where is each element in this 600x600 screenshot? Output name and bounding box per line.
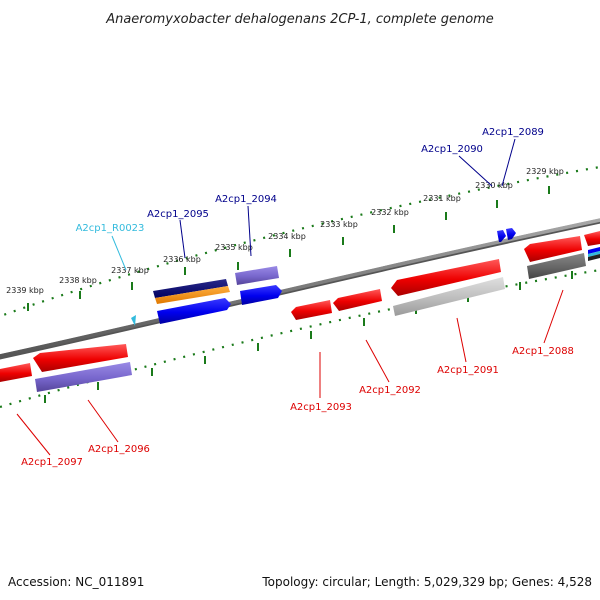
scale-label: 2333 kbp xyxy=(320,220,358,229)
outer-scale-ticks xyxy=(27,186,550,311)
gene-next-black[interactable] xyxy=(588,254,600,261)
gene-a2cp1-2097[interactable] xyxy=(0,363,32,382)
inner-scale-ticks xyxy=(44,271,573,403)
topology-summary: Topology: circular; Length: 5,029,329 bp… xyxy=(261,575,592,589)
gene-label[interactable]: A2cp1_2088 xyxy=(512,346,574,357)
gene-a2cp1-2090[interactable] xyxy=(497,230,506,242)
gene-a2cp1-2091[interactable] xyxy=(391,259,501,296)
gene-a2cp1-2094[interactable] xyxy=(235,266,279,285)
gene-label[interactable]: A2cp1_2091 xyxy=(437,365,499,376)
gene-a2cp1-2091-gray[interactable] xyxy=(393,277,505,316)
gene-a2cp1-2094-arrow[interactable] xyxy=(240,285,282,305)
inner-scale-arc xyxy=(0,268,600,409)
gene-next-red[interactable] xyxy=(584,231,600,246)
scale-label: 2336 kbp xyxy=(163,255,201,264)
scale-label: 2337 kbp xyxy=(111,266,149,275)
scale-label: 2334 kbp xyxy=(268,232,306,241)
scale-labels: 2339 kbp 2338 kbp 2337 kbp 2336 kbp 2335… xyxy=(6,167,564,295)
gene-label[interactable]: A2cp1_R0023 xyxy=(76,223,145,234)
gene-next-cyan[interactable] xyxy=(588,251,600,257)
gene-a2cp1-2096-arrow[interactable] xyxy=(33,344,128,372)
gene-label[interactable]: A2cp1_2093 xyxy=(290,402,352,413)
gene-a2cp1-2095-arrow[interactable] xyxy=(157,298,231,324)
gene-a2cp1-2089[interactable] xyxy=(506,228,516,240)
scale-label: 2338 kbp xyxy=(59,276,97,285)
gene-label[interactable]: A2cp1_2092 xyxy=(359,385,421,396)
reverse-features xyxy=(0,231,600,392)
gene-a2cp1-2095-top[interactable] xyxy=(153,279,228,298)
gene-a2cp1-2096[interactable] xyxy=(35,362,132,392)
gene-a2cp1-2095-mid[interactable] xyxy=(155,286,230,304)
leader-lines xyxy=(16,138,564,456)
forward-features xyxy=(131,228,516,326)
gene-label[interactable]: A2cp1_2095 xyxy=(147,209,209,220)
gene-label[interactable]: A2cp1_2097 xyxy=(21,457,83,468)
scale-label: 2330 kbp xyxy=(475,181,513,190)
scale-label: 2331 kbp xyxy=(423,194,461,203)
gene-a2cp1-2093[interactable] xyxy=(291,300,332,320)
gene-label[interactable]: A2cp1_2089 xyxy=(482,127,544,138)
scale-label: 2339 kbp xyxy=(6,286,44,295)
gene-label[interactable]: A2cp1_2090 xyxy=(421,144,483,155)
gene-a2cp1-2088[interactable] xyxy=(527,253,586,279)
accession-text: Accession: NC_011891 xyxy=(8,575,144,589)
gene-a2cp1-2092[interactable] xyxy=(333,289,382,311)
scale-label: 2335 kbp xyxy=(215,243,253,252)
gene-labels: A2cp1_2089 A2cp1_2090 A2cp1_2094 A2cp1_2… xyxy=(21,127,574,468)
map-title: Anaeromyxobacter dehalogenans 2CP-1, com… xyxy=(105,12,494,27)
scale-label: 2332 kbp xyxy=(371,208,409,217)
gene-label[interactable]: A2cp1_2096 xyxy=(88,444,150,455)
scale-label: 2329 kbp xyxy=(526,167,564,176)
gene-a2cp1-2088-red[interactable] xyxy=(524,236,582,262)
gene-next-blue[interactable] xyxy=(588,247,600,254)
gene-label[interactable]: A2cp1_2094 xyxy=(215,194,277,205)
rna-a2cp1-r0023[interactable] xyxy=(131,315,136,326)
